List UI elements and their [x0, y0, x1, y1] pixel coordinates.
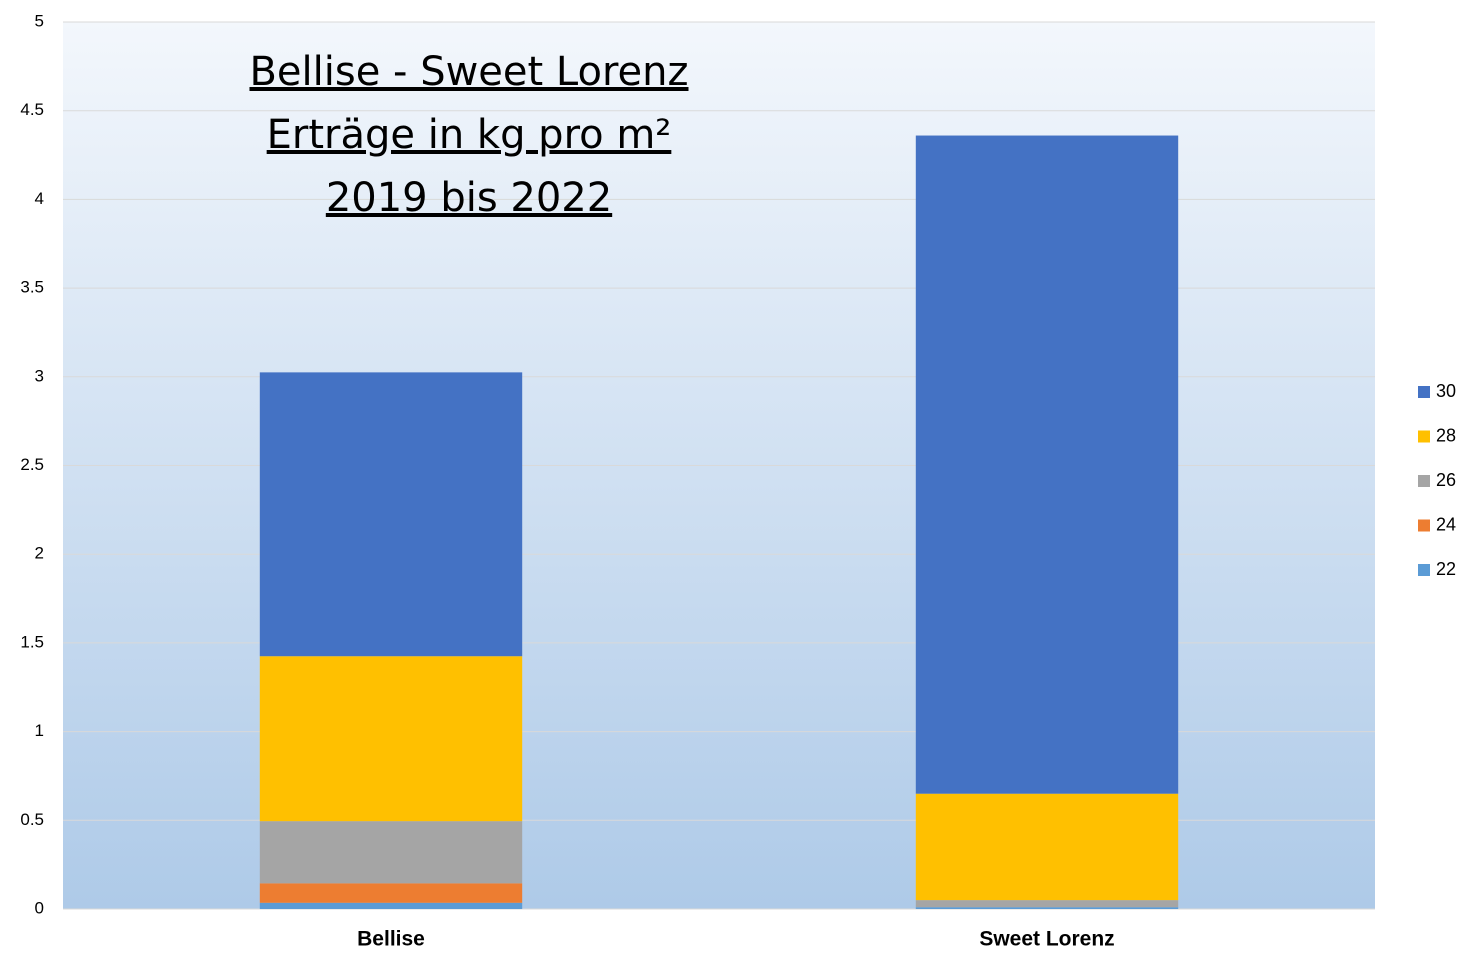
legend-label: 24	[1436, 514, 1456, 534]
legend-swatch	[1418, 386, 1430, 398]
bar-segment	[915, 900, 1179, 908]
chart-title: 2019 bis 2022	[326, 175, 612, 221]
y-tick-label: 2	[35, 544, 44, 563]
y-tick-label: 3	[35, 366, 44, 385]
y-tick-label: 4	[35, 189, 44, 208]
legend-label: 30	[1436, 381, 1456, 401]
legend-swatch	[1418, 564, 1430, 576]
bar-segment	[259, 656, 523, 822]
bar-segment	[915, 793, 1179, 901]
bar-segment	[259, 883, 523, 903]
y-tick-label: 1	[35, 721, 44, 740]
y-tick-label: 0.5	[20, 810, 44, 829]
y-tick-label: 2.5	[20, 455, 44, 474]
bar-segment	[915, 135, 1179, 794]
legend-swatch	[1418, 519, 1430, 532]
y-tick-label: 3.5	[20, 278, 44, 297]
bar-segment	[259, 372, 523, 657]
chart-title: Bellise - Sweet Lorenz	[249, 49, 688, 95]
legend-label: 22	[1436, 559, 1456, 579]
legend-label: 26	[1436, 470, 1456, 490]
x-tick-label: Bellise	[357, 928, 425, 951]
x-tick-label: Sweet Lorenz	[979, 928, 1114, 951]
legend-swatch	[1418, 430, 1430, 443]
legend-swatch	[1418, 475, 1430, 487]
y-tick-label: 5	[35, 11, 44, 30]
y-tick-label: 1.5	[20, 632, 44, 651]
y-tick-label: 0	[35, 898, 44, 917]
bar-segment	[915, 907, 1179, 909]
chart-title: Erträge in kg pro m²	[267, 112, 672, 158]
y-tick-label: 4.5	[20, 100, 44, 119]
bar-segment	[259, 902, 523, 909]
legend-label: 28	[1436, 425, 1456, 445]
bar-segment	[259, 821, 523, 884]
